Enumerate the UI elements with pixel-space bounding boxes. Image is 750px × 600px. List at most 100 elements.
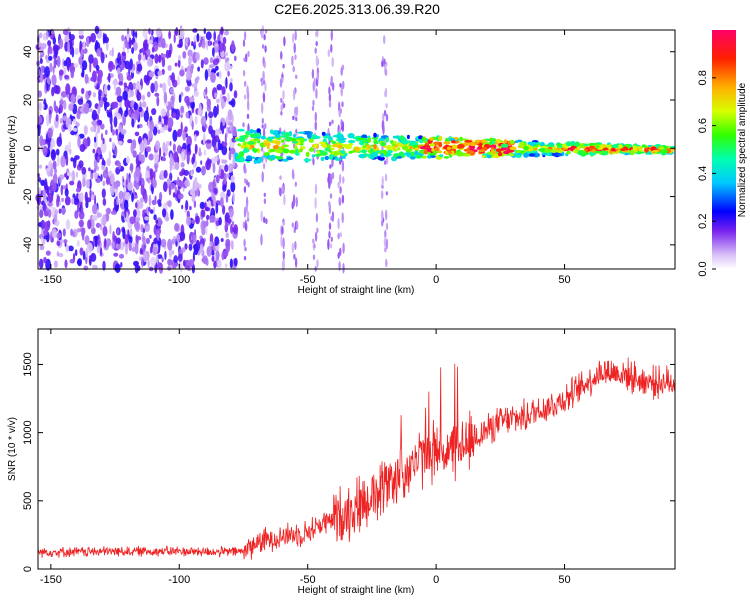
signal-band-speckle (252, 148, 259, 152)
noise-speckle (129, 227, 133, 237)
noise-speckle (221, 86, 226, 95)
noise-speckle (121, 51, 126, 57)
noise-speckle (217, 139, 220, 151)
snr-x-axis-label: Height of straight line (km) (298, 585, 415, 596)
noise-speckle (193, 90, 200, 97)
faint-streak-speckle (312, 99, 315, 107)
noise-speckle (180, 105, 185, 114)
noise-speckle (154, 92, 160, 97)
signal-band-speckle (374, 141, 379, 145)
noise-speckle (88, 54, 94, 64)
noise-speckle (52, 140, 56, 148)
signal-band-speckle (401, 155, 406, 158)
signal-band-speckle (491, 146, 495, 150)
noise-speckle (193, 35, 198, 44)
noise-speckle (128, 64, 131, 76)
noise-speckle (215, 98, 221, 104)
noise-speckle (53, 260, 59, 268)
noise-speckle (108, 150, 111, 160)
faint-streak-speckle (328, 86, 331, 95)
noise-speckle (38, 101, 42, 112)
noise-speckle (225, 76, 228, 89)
noise-speckle (100, 174, 103, 182)
noise-speckle (115, 128, 119, 136)
noise-speckle (47, 192, 54, 203)
noise-speckle (147, 39, 154, 45)
noise-speckle (178, 94, 182, 103)
faint-streak-speckle (315, 88, 318, 99)
noise-speckle (62, 115, 67, 121)
noise-speckle (184, 37, 189, 44)
noise-speckle (212, 47, 215, 57)
noise-speckle (183, 169, 190, 176)
x-tick-label: -100 (168, 574, 190, 586)
noise-speckle (174, 62, 178, 67)
spectrogram-panel: -150 -100 -50 0 50 -40 -20 0 20 40 Height of str… (7, 24, 676, 296)
noise-speckle (138, 106, 143, 113)
noise-speckle (78, 29, 84, 36)
noise-speckle (187, 49, 193, 57)
noise-speckle (111, 184, 115, 196)
signal-band-speckle (523, 146, 529, 151)
noise-speckle (62, 100, 67, 110)
faint-streak-speckle (292, 33, 295, 44)
spectrogram-x-axis-label: Height of straight line (km) (298, 285, 415, 296)
noise-speckle (95, 64, 100, 71)
faint-streak-speckle (247, 99, 250, 111)
noise-speckle (212, 58, 219, 66)
signal-band-speckle (491, 140, 496, 145)
noise-speckle (222, 184, 227, 192)
noise-speckle (90, 32, 96, 43)
noise-speckle (45, 167, 51, 172)
noise-speckle (208, 39, 211, 47)
noise-speckle (178, 29, 182, 40)
signal-band-speckle (406, 134, 410, 140)
noise-speckle (87, 219, 92, 230)
signal-band-speckle (320, 151, 328, 156)
signal-band-speckle (269, 129, 274, 135)
signal-band-speckle (637, 145, 643, 148)
signal-band-speckle (252, 129, 257, 133)
noise-speckle (161, 53, 167, 59)
noise-speckle (195, 166, 202, 173)
noise-speckle (226, 92, 230, 105)
faint-streak-speckle (244, 80, 247, 87)
faint-streak-speckle (279, 175, 282, 180)
noise-speckle (147, 258, 150, 268)
noise-speckle (152, 126, 158, 136)
noise-speckle (147, 120, 150, 129)
noise-speckle (105, 166, 108, 174)
signal-band-speckle (386, 153, 393, 156)
noise-speckle (203, 57, 209, 65)
noise-speckle (101, 91, 105, 99)
noise-speckle (70, 70, 75, 79)
noise-speckle (100, 132, 104, 141)
signal-band-speckle (322, 138, 327, 143)
figure-title: C2E6.2025.313.06.39.R20 (274, 1, 440, 17)
noise-speckle (229, 147, 236, 155)
signal-band-speckle (541, 145, 548, 149)
noise-speckle (87, 90, 92, 96)
noise-speckle (225, 116, 230, 125)
signal-band-speckle (438, 150, 442, 154)
noise-speckle (95, 222, 101, 228)
noise-speckle (77, 135, 81, 148)
signal-band-speckle (331, 141, 337, 144)
faint-streak-speckle (329, 164, 332, 169)
noise-speckle (189, 205, 192, 211)
noise-speckle (38, 258, 44, 269)
y-tick-label: 40 (22, 46, 34, 58)
faint-streak-speckle (331, 119, 334, 125)
noise-speckle (76, 240, 80, 247)
noise-speckle (156, 96, 160, 107)
faint-streak-speckle (338, 101, 341, 113)
noise-speckle (81, 166, 87, 175)
noise-speckle (161, 257, 164, 263)
noise-speckle (111, 129, 116, 136)
noise-speckle (205, 95, 209, 100)
faint-streak-speckle (262, 162, 266, 170)
noise-speckle (112, 231, 115, 242)
faint-streak-speckle (312, 158, 315, 166)
signal-band-speckle (641, 144, 647, 148)
faint-streak-speckle (314, 120, 317, 131)
